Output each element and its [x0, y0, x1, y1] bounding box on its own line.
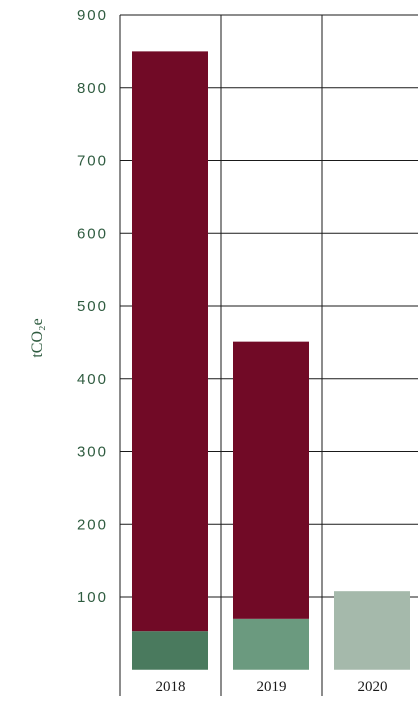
- y-tick-label-300: 300: [77, 444, 108, 461]
- bar-2018-segment-0: [132, 631, 208, 670]
- y-tick-label-100: 100: [77, 589, 108, 606]
- bar-2018-segment-1: [132, 51, 208, 632]
- y-tick-label-500: 500: [77, 298, 108, 315]
- y-axis-ticks: 100 200 300 400 500 600 700 800 900: [77, 7, 108, 606]
- bar-2019-segment-0: [233, 618, 309, 670]
- y-tick-label-200: 200: [77, 516, 108, 533]
- bar-2019-segment-1: [233, 341, 309, 619]
- y-tick-label-400: 400: [77, 371, 108, 388]
- x-category-label-2018: 2018: [156, 679, 186, 695]
- y-axis-title: tCO₂e: [29, 318, 46, 357]
- y-tick-label-800: 800: [77, 80, 108, 97]
- y-tick-label-700: 700: [77, 153, 108, 170]
- x-category-label-2019: 2019: [257, 679, 287, 695]
- bars: [132, 51, 410, 670]
- x-axis-categories: 2018 2019 2020: [156, 679, 388, 695]
- y-tick-label-600: 600: [77, 225, 108, 242]
- bar-2020-segment-0: [334, 591, 410, 670]
- y-tick-label-900: 900: [77, 7, 108, 24]
- x-category-label-2020: 2020: [358, 679, 388, 695]
